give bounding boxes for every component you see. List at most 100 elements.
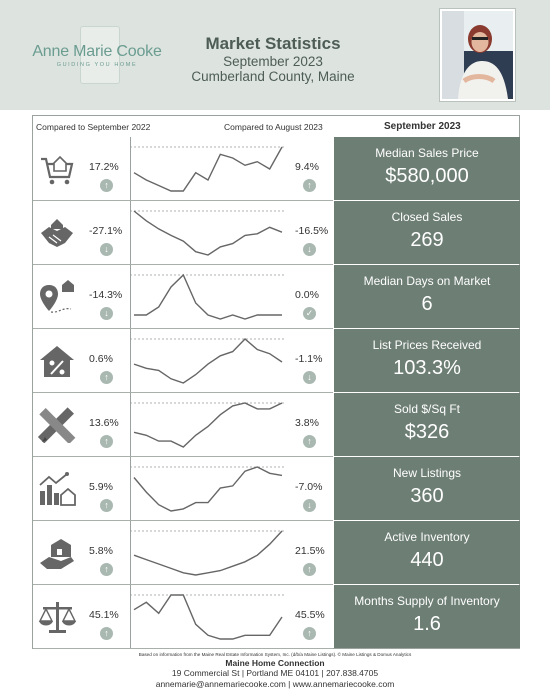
handshake-house-icon (37, 215, 77, 251)
metric-label: Sold $/Sq Ft (393, 402, 461, 416)
arrow-up-icon: ↑ (100, 627, 113, 640)
metric-label: Months Supply of Inventory (354, 594, 500, 608)
sparkline-line (133, 338, 283, 384)
metric-label: Median Days on Market (363, 274, 491, 288)
agent-photo-image (442, 11, 513, 99)
footer: Based on information from the Maine Real… (0, 652, 550, 690)
metric-row-active-inventory: 5.8% ↑ 21.5% ↑ (33, 521, 333, 585)
arrow-up-icon: ↑ (100, 179, 113, 192)
bar-chart-house-icon (37, 471, 77, 507)
shopping-cart-house-icon (37, 151, 77, 187)
location-pin-house-icon (37, 279, 77, 315)
metric-value: 103.3% (393, 357, 461, 379)
report-location: Cumberland County, Maine (191, 69, 355, 84)
arrow-up-icon: ↑ (100, 371, 113, 384)
metric-panel-new-listings: New Listings 360 (334, 457, 520, 520)
metric-row-median-days-on-market: -14.3% ↓ 0.0% ✓ (33, 265, 333, 329)
metric-value: 6 (421, 293, 433, 315)
company-contact: annemarie@annemariecooke.com | www.annem… (155, 679, 395, 689)
arrow-down-icon: ↓ (303, 243, 316, 256)
sparkline-line (134, 273, 282, 320)
metric-value: 1.6 (413, 613, 441, 635)
logo-name: Anne Marie Cooke (32, 43, 162, 60)
hand-house-icon (37, 535, 77, 571)
mom-change: 0.0% (295, 289, 319, 301)
metric-panel-median-sales-price: Median Sales Price $580,000 (334, 137, 520, 200)
metric-panel-sold-sq-ft: Sold $/Sq Ft $326 (334, 393, 520, 456)
trend-sparkline (130, 146, 286, 192)
metric-value: $326 (404, 421, 450, 443)
sparkline-line (133, 402, 283, 448)
column-header-mom: Compared to August 2023 (224, 122, 323, 132)
check-icon: ✓ (303, 307, 316, 320)
mom-change: 45.5% (295, 609, 325, 621)
yoy-change: 17.2% (89, 161, 119, 173)
company-name: Maine Home Connection (225, 658, 325, 668)
metric-value: 269 (410, 229, 444, 251)
mom-change: -1.1% (295, 353, 323, 365)
sparkline-line (133, 594, 283, 640)
trend-sparkline (130, 338, 286, 384)
data-source-note: Based on information from the Maine Real… (138, 652, 412, 657)
metric-panel-months-supply-of-inventory: Months Supply of Inventory 1.6 (334, 585, 520, 648)
column-header-month: September 2023 (384, 121, 461, 132)
logo-tagline: GUIDING YOU HOME (56, 62, 138, 68)
arrow-up-icon: ↑ (303, 179, 316, 192)
trend-sparkline (130, 530, 286, 576)
arrow-down-icon: ↓ (100, 243, 113, 256)
mom-change: 9.4% (295, 161, 319, 173)
trend-sparkline (130, 594, 286, 640)
balance-scale-icon (37, 599, 77, 635)
mom-change: -16.5% (295, 225, 329, 237)
page-title: Market Statistics (205, 34, 341, 53)
report-date: September 2023 (223, 54, 323, 69)
metric-panel-active-inventory: Active Inventory 440 (334, 521, 520, 584)
column-divider (130, 137, 131, 649)
metric-label: Closed Sales (391, 210, 463, 224)
arrow-down-icon: ↓ (303, 371, 316, 384)
company-address: 19 Commercial St | Portland ME 04101 | 2… (171, 668, 379, 678)
metric-panel-closed-sales: Closed Sales 269 (334, 201, 520, 264)
arrow-up-icon: ↑ (303, 435, 316, 448)
sparkline-line (133, 210, 283, 256)
trend-sparkline (130, 402, 286, 448)
arrow-up-icon: ↑ (100, 499, 113, 512)
column-header-yoy: Compared to September 2022 (36, 122, 151, 132)
mom-change: 21.5% (295, 545, 325, 557)
metric-row-list-prices-received: 0.6% ↑ -1.1% ↓ (33, 329, 333, 393)
metric-row-sold-sq-ft: 13.6% ↑ 3.8% ↑ (33, 393, 333, 457)
brand-logo: Anne Marie Cooke GUIDING YOU HOME (22, 26, 172, 86)
logo-frame-icon (80, 26, 120, 84)
ruler-pencil-icon (37, 407, 77, 445)
sparkline-line (133, 466, 283, 512)
house-percent-icon (37, 343, 77, 379)
metric-row-new-listings: 5.9% ↑ -7.0% ↓ (33, 457, 333, 521)
metric-value: $580,000 (385, 165, 469, 187)
metric-row-median-sales-price: 17.2% ↑ 9.4% ↑ (33, 137, 333, 201)
yoy-change: -27.1% (89, 225, 123, 237)
yoy-change: 5.8% (89, 545, 113, 557)
metric-label: Active Inventory (384, 530, 470, 544)
arrow-up-icon: ↑ (100, 563, 113, 576)
metric-value: 440 (410, 549, 444, 571)
trend-sparkline (130, 210, 286, 256)
metric-value: 360 (410, 485, 444, 507)
yoy-change: -14.3% (89, 289, 123, 301)
trend-sparkline (130, 273, 286, 320)
metric-label: New Listings (392, 466, 462, 480)
title-block: Market Statistics September 2023 Cumberl… (172, 34, 374, 84)
yoy-change: 45.1% (89, 609, 119, 621)
mom-change: -7.0% (295, 481, 323, 493)
arrow-up-icon: ↑ (303, 627, 316, 640)
yoy-change: 5.9% (89, 481, 113, 493)
metric-row-months-supply-of-inventory: 45.1% ↑ 45.5% ↑ (33, 585, 333, 649)
metric-label: List Prices Received (372, 338, 482, 352)
sparkline-line (133, 530, 283, 576)
agent-photo (439, 8, 516, 102)
arrow-down-icon: ↓ (100, 307, 113, 320)
trend-sparkline (130, 466, 286, 512)
mom-change: 3.8% (295, 417, 319, 429)
arrow-up-icon: ↑ (303, 563, 316, 576)
sparkline-line (133, 146, 283, 192)
arrow-down-icon: ↓ (303, 499, 316, 512)
